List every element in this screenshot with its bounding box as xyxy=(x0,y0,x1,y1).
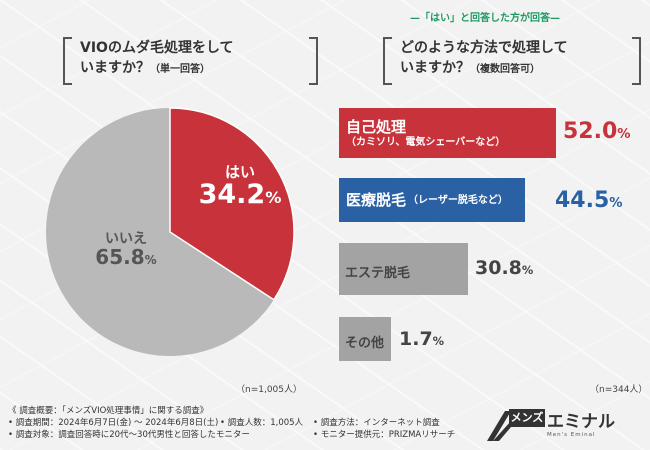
logo-mark-icon xyxy=(487,411,511,441)
bar-esthetic-number: 30.8 xyxy=(475,257,522,279)
pie-label-yes-value: 34.2% xyxy=(180,178,300,210)
bar-other-unit: % xyxy=(432,334,445,348)
bar-medical-value: 44.5% xyxy=(555,190,623,212)
pie-slice-no xyxy=(45,108,274,356)
q1-bracket-left xyxy=(63,37,72,85)
survey-title: 《 調査概要：「メンズVIO処理事情」に関する調査》 xyxy=(8,406,209,416)
bar-other-value: 1.7% xyxy=(399,330,444,349)
bar-subtitle: （複数回答可） xyxy=(470,64,540,75)
bar-self-care-unit: % xyxy=(617,127,631,142)
bar-self-care-value: 52.0% xyxy=(563,121,631,143)
pie-n-label: （n=1,005人） xyxy=(236,385,303,395)
bar-esthetic-label: エステ脱毛 xyxy=(345,266,411,281)
brand-logo: メンズ エミナル Men's Eminal xyxy=(487,407,643,445)
bar-medical-number: 44.5 xyxy=(555,188,610,213)
survey-provider: • モニター提供元：PRIZMAリサーチ xyxy=(313,430,456,440)
q1-bracket-right xyxy=(309,37,318,85)
bar-esthetic-unit: % xyxy=(521,263,534,277)
logo-tagline: Men's Eminal xyxy=(547,432,596,438)
q2-bracket-right xyxy=(632,37,641,85)
bar-medical-unit: % xyxy=(609,196,623,211)
pie-label-no: いいえ 65.8% xyxy=(66,232,186,268)
bar-medical-label: 医療脱毛 xyxy=(346,191,407,209)
pie-subtitle: （単一回答） xyxy=(150,64,210,75)
survey-period: • 調査期間：2024年6月7日(金) 〜 2024年6月8日(土) xyxy=(8,418,219,428)
bar-esthetic-value: 30.8% xyxy=(475,259,533,278)
logo-name: エミナル xyxy=(547,412,615,432)
pie-question-title: VIOのムダ毛処理をして いますか？（単一回答） xyxy=(80,38,310,80)
bar-self-care-number: 52.0 xyxy=(563,119,618,144)
pie-no-number: 65.8 xyxy=(95,244,145,269)
pie-title-line2: いますか？ xyxy=(80,60,150,76)
pie-slice-yes xyxy=(169,107,295,301)
pie-label-yes: はい 34.2% xyxy=(180,163,300,210)
bar-other xyxy=(339,317,391,361)
survey-target: • 調査対象：調査回答時に20代〜30代男性と回答したモニター xyxy=(8,430,250,440)
bar-medical-hair-removal: 医療脱毛 （レーザー脱毛など） xyxy=(339,178,525,222)
bar-esthetic-hair-removal xyxy=(339,243,468,295)
bar-self-care: 自己処理 （カミソリ、電気シェーバーなど） xyxy=(339,108,556,158)
pie-yes-unit: % xyxy=(265,187,282,207)
bar-other-number: 1.7 xyxy=(399,328,433,350)
bar-question-title: どのような方法で処理して いますか？（複数回答可） xyxy=(400,38,640,80)
survey-method: • 調査方法：インターネット調査 xyxy=(313,418,440,428)
logo-mens: メンズ xyxy=(509,409,545,427)
bar-title-line1: どのような方法で処理して xyxy=(400,40,568,56)
survey-people: • 調査人数：1,005人 xyxy=(220,418,304,428)
pie-label-no-value: 65.8% xyxy=(66,244,186,269)
pie-label-no-category: いいえ xyxy=(105,231,147,247)
bar-self-care-label: 自己処理 xyxy=(346,117,407,136)
pie-yes-number: 34.2 xyxy=(198,178,266,210)
bar-n-label: （n=344人） xyxy=(590,385,648,395)
bar-self-care-note: （カミソリ、電気シェーバーなど） xyxy=(346,136,506,148)
pie-no-unit: % xyxy=(144,252,157,267)
pie-title-line1: VIOのムダ毛処理をして xyxy=(80,40,234,56)
bar-other-label: その他 xyxy=(345,336,385,351)
bar-title-line2: いますか？ xyxy=(400,60,470,76)
q2-bracket-left xyxy=(383,37,392,85)
bar-medical-note: （レーザー脱毛など） xyxy=(408,194,508,206)
header-note: —「はい」と回答した方が回答— xyxy=(410,13,560,24)
pie-label-yes-category: はい xyxy=(224,163,255,181)
